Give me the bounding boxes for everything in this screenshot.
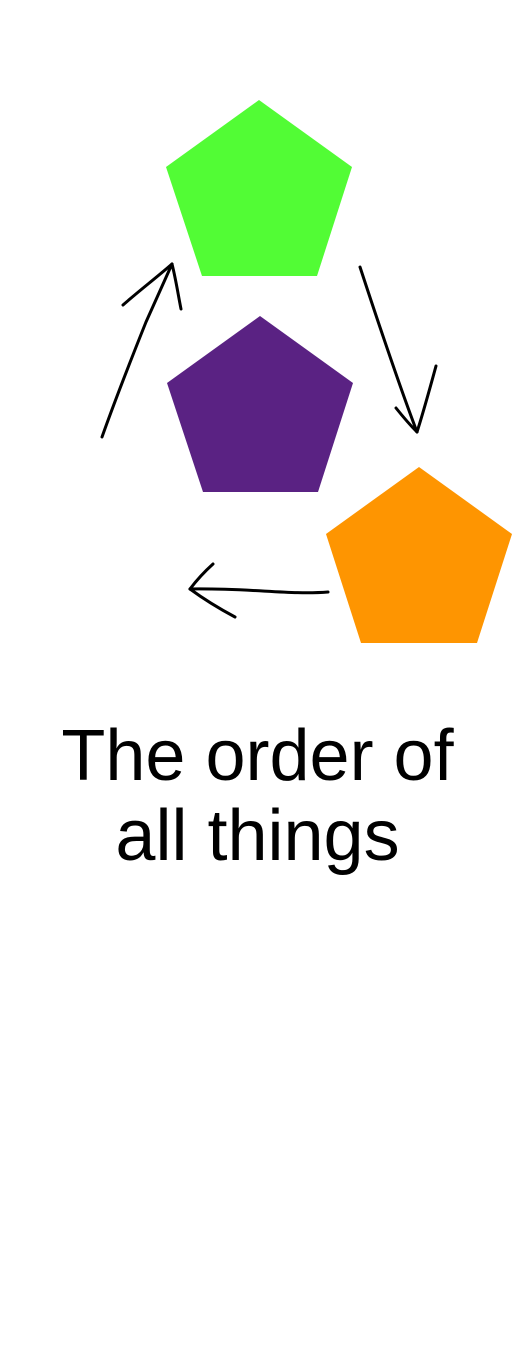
arrow-down-right <box>358 265 438 434</box>
purple-pentagon <box>167 316 353 492</box>
cycle-diagram <box>100 100 512 643</box>
diagram-caption: The order of all things <box>0 716 515 876</box>
arrow-up-right <box>100 262 183 439</box>
orange-pentagon <box>326 467 512 643</box>
green-pentagon <box>166 100 352 276</box>
caption-line-2: all things <box>115 796 400 876</box>
arrow-left <box>188 562 330 619</box>
caption-line-1: The order of <box>61 716 454 796</box>
